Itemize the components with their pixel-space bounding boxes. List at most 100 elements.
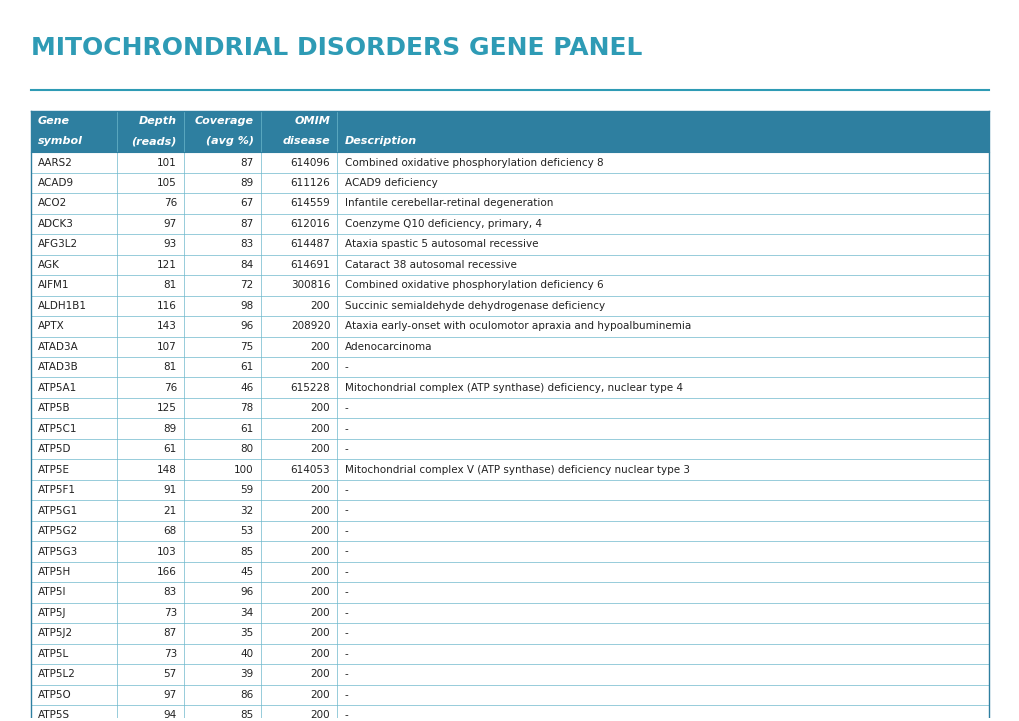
Text: 611126: 611126 bbox=[290, 178, 330, 188]
Text: ATP5G2: ATP5G2 bbox=[38, 526, 77, 536]
Text: 61: 61 bbox=[163, 444, 176, 454]
Text: OMIM: OMIM bbox=[294, 115, 330, 125]
Text: ALDH1B1: ALDH1B1 bbox=[38, 301, 87, 311]
Text: -: - bbox=[344, 444, 347, 454]
Text: MITOCHRONDRIAL DISORDERS GENE PANEL: MITOCHRONDRIAL DISORDERS GENE PANEL bbox=[31, 36, 641, 60]
Text: disease: disease bbox=[282, 136, 330, 146]
Text: -: - bbox=[344, 690, 347, 700]
Text: 98: 98 bbox=[240, 301, 254, 311]
Text: 614559: 614559 bbox=[290, 198, 330, 208]
Text: ATP5G3: ATP5G3 bbox=[38, 547, 77, 557]
Text: Ataxia spastic 5 autosomal recessive: Ataxia spastic 5 autosomal recessive bbox=[344, 239, 538, 249]
Text: 200: 200 bbox=[311, 629, 330, 638]
Text: 80: 80 bbox=[240, 444, 254, 454]
Text: 83: 83 bbox=[163, 588, 176, 598]
Text: 35: 35 bbox=[240, 629, 254, 638]
Text: Combined oxidative phosphorylation deficiency 6: Combined oxidative phosphorylation defic… bbox=[344, 280, 602, 291]
Text: 200: 200 bbox=[311, 505, 330, 516]
Text: 75: 75 bbox=[240, 342, 254, 352]
Text: Mitochondrial complex (ATP synthase) deficiency, nuclear type 4: Mitochondrial complex (ATP synthase) def… bbox=[344, 383, 682, 393]
Text: 200: 200 bbox=[311, 608, 330, 618]
Text: 200: 200 bbox=[311, 690, 330, 700]
Text: Description: Description bbox=[344, 136, 417, 146]
Text: ATP5E: ATP5E bbox=[38, 464, 69, 474]
Text: -: - bbox=[344, 588, 347, 598]
Text: 78: 78 bbox=[240, 403, 254, 413]
Text: 148: 148 bbox=[157, 464, 176, 474]
Text: -: - bbox=[344, 567, 347, 577]
Text: -: - bbox=[344, 424, 347, 433]
Text: ATP5D: ATP5D bbox=[38, 444, 71, 454]
Text: 45: 45 bbox=[240, 567, 254, 577]
Text: Ataxia early-onset with oculomotor apraxia and hypoalbuminemia: Ataxia early-onset with oculomotor aprax… bbox=[344, 322, 690, 332]
Text: Coverage: Coverage bbox=[195, 115, 254, 125]
Text: 86: 86 bbox=[240, 690, 254, 700]
Text: ACAD9: ACAD9 bbox=[38, 178, 73, 188]
Text: 97: 97 bbox=[163, 690, 176, 700]
Text: 34: 34 bbox=[240, 608, 254, 618]
Text: 81: 81 bbox=[163, 280, 176, 291]
Text: 94: 94 bbox=[163, 710, 176, 720]
Text: AGK: AGK bbox=[38, 260, 59, 270]
Text: Infantile cerebellar-retinal degeneration: Infantile cerebellar-retinal degeneratio… bbox=[344, 198, 552, 208]
Text: (avg %): (avg %) bbox=[206, 136, 254, 146]
Text: ATP5F1: ATP5F1 bbox=[38, 485, 75, 495]
Text: 76: 76 bbox=[163, 383, 176, 393]
Text: 100: 100 bbox=[233, 464, 254, 474]
Text: 97: 97 bbox=[163, 219, 176, 229]
Text: -: - bbox=[344, 608, 347, 618]
Text: 208920: 208920 bbox=[290, 322, 330, 332]
Text: 91: 91 bbox=[163, 485, 176, 495]
Text: 300816: 300816 bbox=[290, 280, 330, 291]
Text: 39: 39 bbox=[240, 669, 254, 679]
Text: Adenocarcinoma: Adenocarcinoma bbox=[344, 342, 432, 352]
Text: AIFM1: AIFM1 bbox=[38, 280, 69, 291]
Text: ATP5H: ATP5H bbox=[38, 567, 71, 577]
Text: -: - bbox=[344, 526, 347, 536]
Text: Succinic semialdehyde dehydrogenase deficiency: Succinic semialdehyde dehydrogenase defi… bbox=[344, 301, 604, 311]
Text: -: - bbox=[344, 710, 347, 720]
Text: 87: 87 bbox=[163, 629, 176, 638]
Text: 200: 200 bbox=[311, 342, 330, 352]
Text: 68: 68 bbox=[163, 526, 176, 536]
Text: 200: 200 bbox=[311, 710, 330, 720]
Text: 83: 83 bbox=[240, 239, 254, 249]
Text: 93: 93 bbox=[163, 239, 176, 249]
Text: 614096: 614096 bbox=[290, 157, 330, 167]
Text: 200: 200 bbox=[311, 649, 330, 659]
Text: 143: 143 bbox=[157, 322, 176, 332]
Text: -: - bbox=[344, 649, 347, 659]
Text: ACAD9 deficiency: ACAD9 deficiency bbox=[344, 178, 437, 188]
Text: -: - bbox=[344, 547, 347, 557]
Text: -: - bbox=[344, 669, 347, 679]
Text: 84: 84 bbox=[240, 260, 254, 270]
Text: 53: 53 bbox=[240, 526, 254, 536]
Text: ATP5G1: ATP5G1 bbox=[38, 505, 77, 516]
Text: Combined oxidative phosphorylation deficiency 8: Combined oxidative phosphorylation defic… bbox=[344, 157, 602, 167]
Text: -: - bbox=[344, 629, 347, 638]
Text: 57: 57 bbox=[163, 669, 176, 679]
Text: 96: 96 bbox=[240, 588, 254, 598]
Text: 103: 103 bbox=[157, 547, 176, 557]
Text: 87: 87 bbox=[240, 219, 254, 229]
Text: ATAD3A: ATAD3A bbox=[38, 342, 78, 352]
Text: 121: 121 bbox=[157, 260, 176, 270]
Text: 85: 85 bbox=[240, 710, 254, 720]
Text: ATP5A1: ATP5A1 bbox=[38, 383, 76, 393]
Text: 76: 76 bbox=[163, 198, 176, 208]
Text: 166: 166 bbox=[157, 567, 176, 577]
Text: 101: 101 bbox=[157, 157, 176, 167]
Text: 67: 67 bbox=[240, 198, 254, 208]
Text: 200: 200 bbox=[311, 567, 330, 577]
Text: 200: 200 bbox=[311, 301, 330, 311]
Text: Mitochondrial complex V (ATP synthase) deficiency nuclear type 3: Mitochondrial complex V (ATP synthase) d… bbox=[344, 464, 689, 474]
Text: 59: 59 bbox=[240, 485, 254, 495]
Text: ATP5L2: ATP5L2 bbox=[38, 669, 75, 679]
Text: 200: 200 bbox=[311, 669, 330, 679]
Text: APTX: APTX bbox=[38, 322, 64, 332]
Text: ATP5O: ATP5O bbox=[38, 690, 71, 700]
Text: 612016: 612016 bbox=[290, 219, 330, 229]
Text: -: - bbox=[344, 403, 347, 413]
Text: 200: 200 bbox=[311, 547, 330, 557]
Text: 200: 200 bbox=[311, 403, 330, 413]
